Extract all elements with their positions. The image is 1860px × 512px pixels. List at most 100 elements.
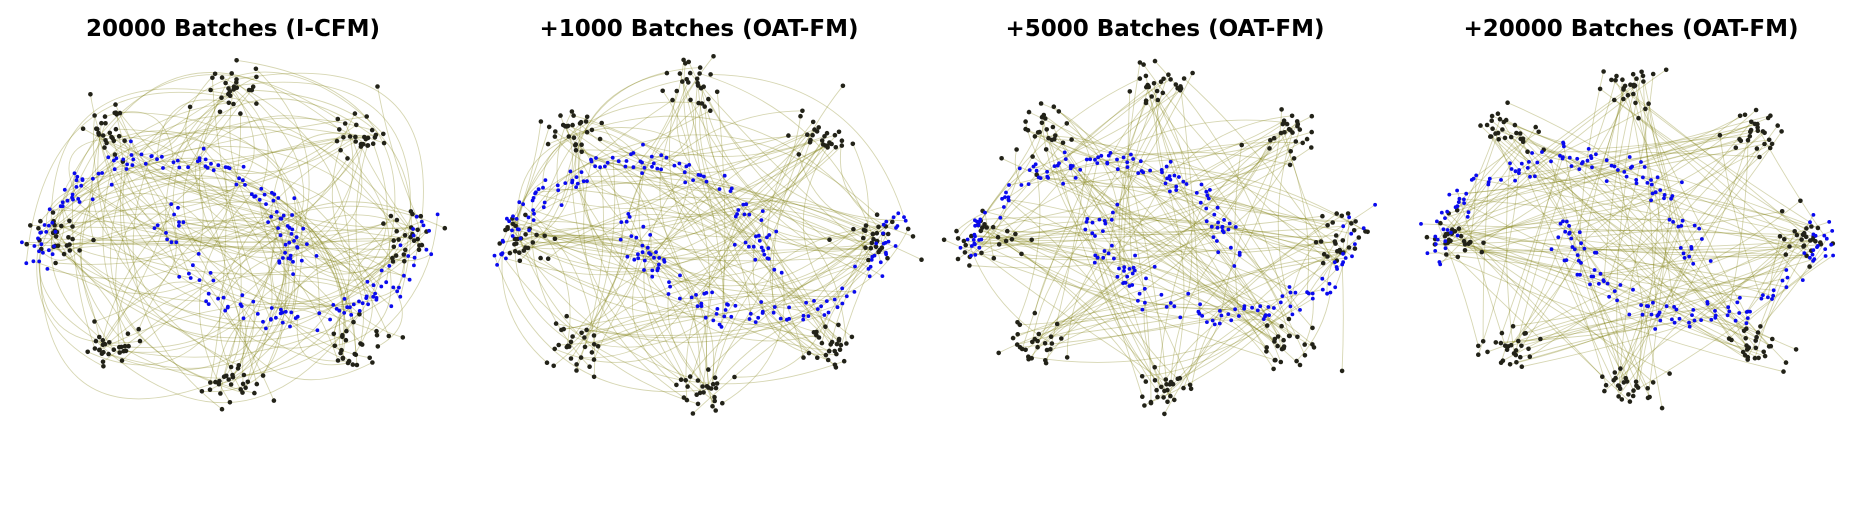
panel-2-source-point <box>870 231 876 237</box>
panel-1-trajectory <box>227 82 305 308</box>
panel-2-target-point <box>762 252 767 257</box>
panel-2-source-point <box>819 340 825 346</box>
panel-2-trajectory <box>861 229 873 258</box>
panel-4-trajectory <box>1648 103 1684 254</box>
panel-4-trajectory <box>1524 230 1833 335</box>
panel-3-source-point <box>1320 260 1326 266</box>
panel-3-trajectory <box>1066 123 1118 205</box>
panel-1-source-point <box>254 74 259 80</box>
panel-4-trajectory <box>1688 240 1811 323</box>
panel-1-target-point <box>280 320 285 325</box>
panel-2-source-point <box>574 368 579 373</box>
panel-2-trajectory <box>802 147 838 308</box>
panel-1-trajectory <box>228 88 290 320</box>
panel-2-trajectory <box>586 303 843 336</box>
panel-2-trajectory <box>538 188 833 343</box>
panel-3-source-point <box>1036 331 1042 337</box>
panel-2-source-point <box>850 141 856 147</box>
panel-3-source-point <box>1166 72 1171 77</box>
panel-1-trajectory <box>38 261 220 400</box>
panel-1-trajectory <box>89 178 94 241</box>
panel-3-trajectory <box>1169 191 1267 352</box>
panel-4-target-point <box>1465 215 1470 219</box>
panel-4-trajectory <box>1666 236 1807 307</box>
panel-3-trajectory <box>1141 170 1301 366</box>
panel-1-target-point <box>47 223 51 228</box>
panel-1-trajectory <box>228 301 255 380</box>
panel-2-trajectory <box>516 146 837 242</box>
panel-2-trajectory <box>607 162 922 261</box>
panel-1-trajectory <box>291 213 413 273</box>
panel-2-source-point <box>800 108 805 114</box>
panel-2-source-point <box>552 236 558 242</box>
panel-1-target-point <box>292 196 297 201</box>
panel-2-target-point <box>753 320 758 324</box>
panel-1-trajectory <box>42 250 80 261</box>
panel-3-source-point <box>1014 147 1019 152</box>
panel-2-trajectory <box>575 186 687 381</box>
panel-2-source-point <box>832 132 838 138</box>
panel-2-source-point <box>553 129 558 134</box>
panel-3-trajectory <box>1155 74 1169 173</box>
panel-1-trajectory <box>301 235 406 281</box>
panel-3-source-point <box>1064 355 1070 360</box>
panel-3-trajectory <box>1206 148 1270 193</box>
panel-2-source-point <box>712 394 717 400</box>
panel-1-target-point <box>79 183 84 188</box>
panel-1-trajectory <box>21 241 406 251</box>
panel-4-source-point <box>1755 121 1760 127</box>
panel-2-source-point <box>708 386 714 391</box>
panel-2-source-point <box>837 347 843 353</box>
panel-1-source-point <box>394 217 400 223</box>
panel-4-source-point <box>1618 366 1623 371</box>
panel-3-trajectory <box>1196 129 1291 194</box>
panel-4-target-point <box>1579 261 1583 265</box>
panel-4-trajectory <box>1502 221 1830 362</box>
panel-4-trajectory <box>1636 78 1679 227</box>
panel-2-target-point <box>574 175 579 180</box>
panel-2-target-point <box>636 256 641 261</box>
panel-3-source-point <box>1039 120 1045 126</box>
panel-2-target-point <box>880 274 885 278</box>
panel-3-source-point <box>955 236 961 241</box>
panel-4-target-point <box>1575 272 1580 277</box>
panel-3-source-point <box>941 237 947 243</box>
panel-3-trajectory <box>1166 166 1366 232</box>
panel-2-target-point <box>531 218 536 223</box>
panel-1-source-point <box>111 347 117 353</box>
panel-1-source-point <box>390 259 396 264</box>
panel-2-source-point <box>523 232 528 237</box>
panel-1-target-point <box>342 311 347 315</box>
panel-4-target-point <box>1658 318 1663 323</box>
panel-4-target-point <box>1509 167 1514 171</box>
panel-1-trajectory <box>52 232 200 295</box>
panel-4-source-point <box>1768 113 1773 118</box>
panel-4-source-point <box>1625 92 1631 98</box>
panel-1-source-point <box>106 351 111 357</box>
panel-2-target-point <box>642 165 647 170</box>
panel-1-target-point <box>419 219 424 224</box>
panel-1-trajectory <box>197 161 258 385</box>
panel-4-target-point <box>1499 178 1503 182</box>
panel-1-trajectory <box>209 196 296 391</box>
panel-3-trajectory <box>963 240 1134 269</box>
panel-3-trajectory <box>1048 138 1308 188</box>
panel-2-source-point <box>834 341 840 347</box>
panel-4-source-point <box>1663 67 1669 73</box>
panel-4-target-point <box>1657 310 1662 315</box>
panel-3-source-point <box>1137 76 1143 81</box>
panel-3-trajectory <box>1149 170 1284 341</box>
panel-1-source-point <box>64 243 70 248</box>
panel-4-source-point <box>1503 117 1509 123</box>
panel-4-target-point <box>1641 175 1645 180</box>
panel-4-source-points <box>1424 67 1836 411</box>
panel-3-source-point <box>1281 344 1287 349</box>
panel-2-trajectory <box>578 144 653 278</box>
panel-3-target-point <box>1052 164 1057 169</box>
panel-3-source-point <box>1275 343 1280 349</box>
panel-3-trajectory <box>979 141 1303 249</box>
panel-3-target-point <box>1242 306 1246 311</box>
panel-3-target-point <box>1099 153 1104 158</box>
panel-4-source-point <box>1746 345 1751 351</box>
panel-3-target-point <box>1222 218 1226 222</box>
